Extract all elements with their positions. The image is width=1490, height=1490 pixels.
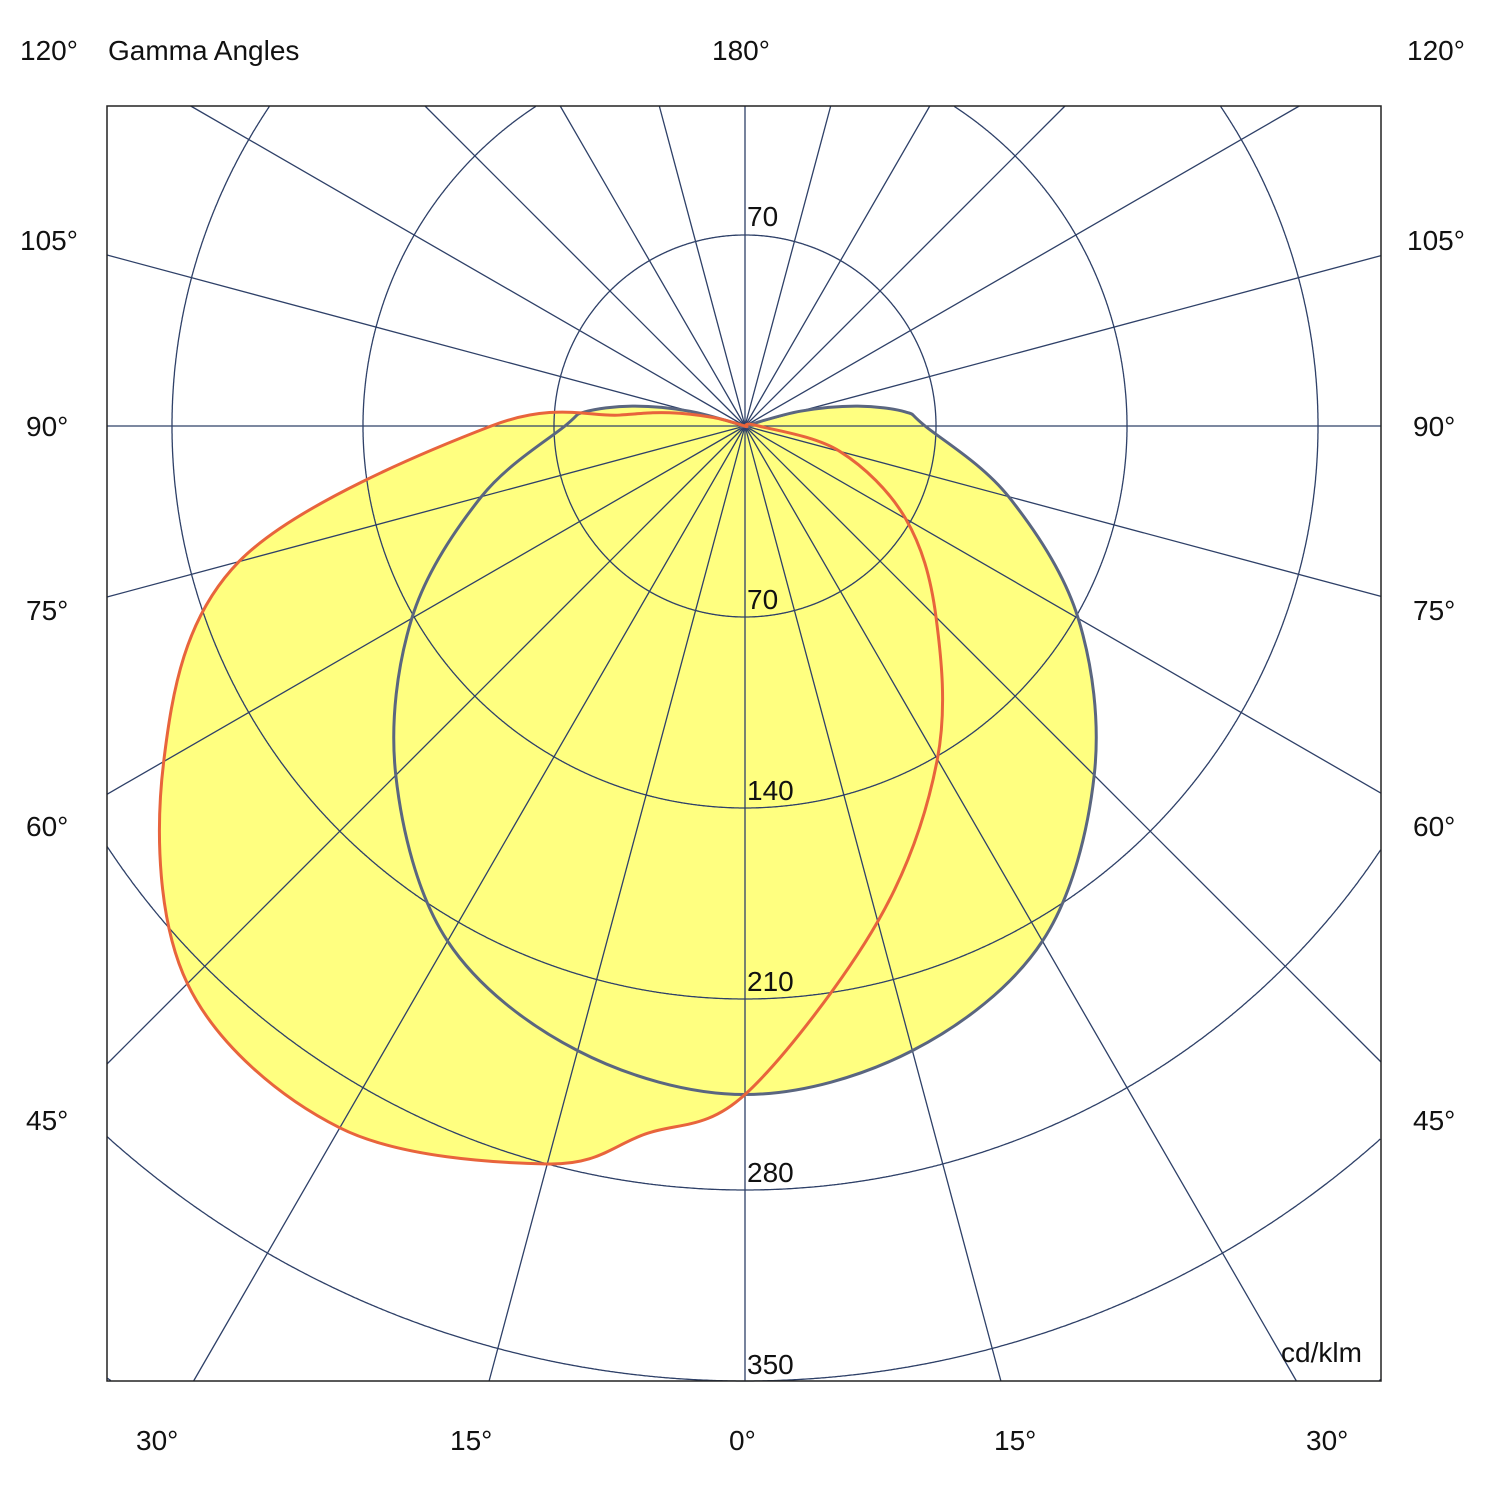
bottom-angle-label: 30° — [136, 1425, 178, 1456]
grid-circle — [107, 1377, 1382, 1382]
grid-radial-line — [424, 105, 746, 427]
grid-radial-line — [744, 105, 832, 427]
right-angle-label: 90° — [1413, 411, 1455, 442]
bottom-angle-label: 15° — [994, 1425, 1036, 1456]
grid-circle — [171, 106, 1319, 1000]
intensity-curve-0 — [392, 404, 1098, 1097]
curve-fills — [159, 406, 1097, 1165]
right-angle-label: 75° — [1413, 595, 1455, 626]
radial-tick-label: 350 — [747, 1349, 794, 1380]
radial-tick-label: 210 — [747, 966, 794, 997]
grid-radial-line — [744, 105, 931, 427]
right-angle-label: 105° — [1407, 225, 1465, 256]
top-angle-label: 180° — [712, 35, 770, 66]
grid-radial-line — [744, 425, 1002, 1382]
grid-radial-line — [744, 105, 1300, 427]
unit-label: cd/klm — [1281, 1337, 1362, 1368]
grid-radial-line — [744, 425, 1382, 794]
left-angle-label: 75° — [26, 595, 68, 626]
right-angle-label: 45° — [1413, 1105, 1455, 1136]
left-angle-label: 90° — [26, 411, 68, 442]
left-angle-label: 105° — [20, 225, 78, 256]
left-angle-label: 60° — [26, 811, 68, 842]
curve-fill-1 — [159, 412, 943, 1165]
intensity-curve-1 — [157, 410, 945, 1166]
grid-circle — [106, 1136, 1381, 1382]
grid-radial-line — [106, 425, 746, 1065]
grid-circle — [362, 105, 1128, 809]
grid-radial-line — [744, 254, 1382, 427]
grid-radial-line — [193, 425, 746, 1382]
grid-radial-line — [106, 254, 746, 427]
right-angle-label: 120° — [1407, 35, 1465, 66]
left-angle-label: 45° — [26, 1105, 68, 1136]
grid-radial-line — [106, 425, 746, 598]
grid-radial-line — [190, 105, 746, 427]
bottom-angle-label: 0° — [729, 1425, 756, 1456]
radial-tick-label: 70 — [747, 201, 778, 232]
bottom-angle-label: 15° — [450, 1425, 492, 1456]
bottom-angle-label: 30° — [1306, 1425, 1348, 1456]
radial-tick-label: 280 — [747, 1157, 794, 1188]
grid-radial-line — [744, 425, 1382, 598]
radial-tick-label: 140 — [747, 775, 794, 806]
grid-radial-line — [658, 105, 746, 427]
intensity-curves — [157, 404, 1098, 1166]
grid-radial-line — [744, 425, 1382, 1063]
grid-radial-line — [744, 425, 1297, 1382]
chart-title: Gamma Angles — [108, 35, 299, 66]
grid-radial-line — [106, 425, 746, 795]
grid-radial-line — [559, 105, 746, 427]
left-angle-label: 120° — [20, 35, 78, 66]
right-angle-label: 60° — [1413, 811, 1455, 842]
grid-radial-line — [488, 425, 746, 1382]
radial-tick-label: 70 — [747, 584, 778, 615]
grid-radial-line — [744, 105, 1066, 427]
grid-circle — [106, 846, 1382, 1191]
plot-frame — [106, 105, 1382, 1382]
